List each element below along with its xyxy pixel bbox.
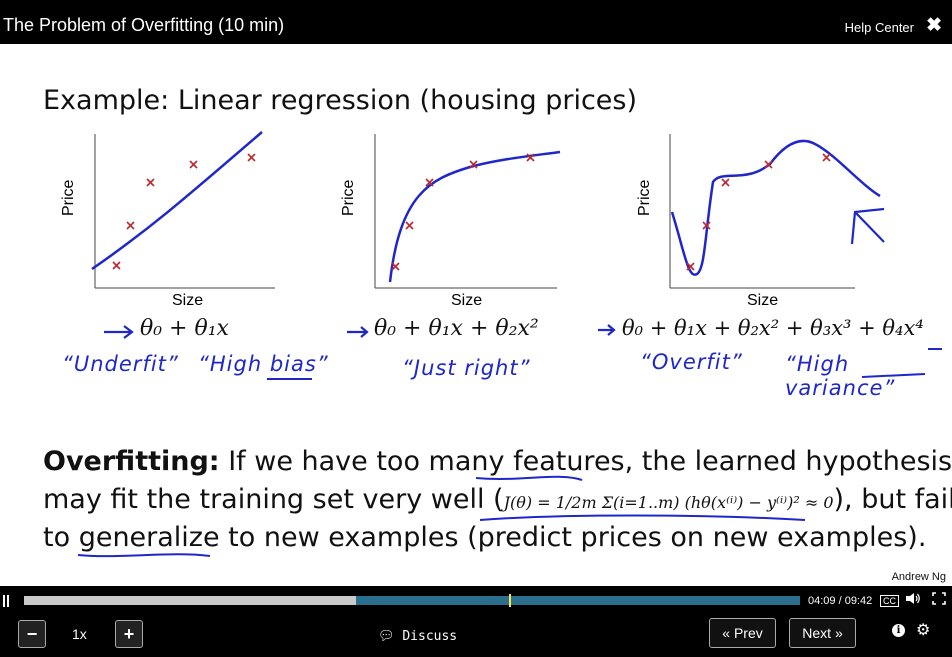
close-icon[interactable]: ✖ (926, 15, 942, 36)
x-axis-label: Size (747, 292, 779, 309)
annotation-high-variance: “High variance” (785, 352, 896, 400)
time-display: 04:09 / 09:42 (808, 595, 873, 607)
fit-curve (91, 131, 263, 271)
arrow-annotation (850, 207, 885, 245)
fit-curve (388, 150, 561, 283)
discuss-button[interactable]: 💬︎ Discuss (378, 629, 457, 644)
annotation-high-bias: “High bias” (198, 352, 329, 376)
window-title: The Problem of Overfitting (10 min) (3, 15, 285, 35)
annotation-underfit: “Underfit” (62, 352, 179, 376)
hypothesis-1: θ₀ + θ₁x (140, 316, 229, 341)
y-axis-label: Price (60, 179, 77, 216)
discuss-label: Discuss (402, 629, 458, 644)
underline (479, 514, 806, 521)
next-button[interactable]: Next » (789, 618, 856, 648)
overfitting-term: Overfitting: (43, 446, 220, 477)
progress-bar[interactable] (24, 594, 800, 607)
video-controls: 04:09 / 09:42 CC − 1x + 💬︎ Discuss « Pre… (0, 586, 952, 657)
plots-figure (77, 131, 942, 558)
overfitting-line-1: Overfitting: If we have too many feature… (43, 446, 952, 477)
info-icon[interactable]: i (892, 624, 905, 637)
underline (475, 475, 583, 481)
speed-increase-button[interactable]: + (115, 620, 143, 648)
overfitting-line-2: may fit the training set very well (J(θ)… (43, 484, 952, 515)
annotation-overfit: “Overfit” (640, 350, 743, 374)
data-points (686, 153, 831, 271)
underline (861, 373, 926, 378)
underline (77, 553, 211, 558)
hypothesis-2: θ₀ + θ₁x + θ₂x² (374, 316, 539, 341)
progress-marker (509, 594, 511, 607)
lecture-slide: Example: Linear regression (housing pric… (0, 44, 952, 586)
speed-decrease-button[interactable]: − (18, 620, 46, 648)
slide-title: Example: Linear regression (housing pric… (43, 85, 638, 116)
body-text: may fit the training set very well ( (43, 484, 504, 515)
plot-overfit (669, 134, 885, 289)
annotation-just-right: “Just right” (402, 356, 531, 380)
overfitting-line-3: to generalize to new examples (predict p… (43, 522, 927, 553)
cc-icon[interactable]: CC (880, 595, 899, 607)
hypothesis-3: θ₀ + θ₁x + θ₂x² + θ₃x³ + θ₄x⁴ (622, 316, 924, 340)
fullscreen-icon[interactable] (932, 592, 946, 608)
volume-icon[interactable] (905, 592, 921, 608)
author-credit: Andrew Ng (891, 571, 946, 583)
body-text: ), but fail (833, 484, 952, 515)
arrow-icon (347, 326, 369, 338)
body-text: If we have too many features, the learne… (219, 446, 952, 477)
arrow-icon (598, 324, 616, 336)
x-axis-label: Size (172, 292, 204, 309)
chat-icon: 💬︎ (378, 629, 395, 644)
plot-underfit (91, 131, 275, 289)
help-center-link[interactable]: Help Center (844, 20, 914, 35)
pause-icon[interactable] (3, 594, 11, 607)
plot-just-right (374, 134, 561, 289)
arrow-icon (104, 325, 134, 339)
fit-curve (670, 139, 881, 276)
title-bar: The Problem of Overfitting (10 min) Help… (0, 0, 952, 44)
cost-equation: J(θ) = 1/2m Σ(i=1..m) (hθ(x⁽ⁱ⁾) − y⁽ⁱ⁾)²… (503, 493, 834, 512)
y-axis-label: Price (340, 179, 357, 216)
progress-played (24, 596, 357, 605)
settings-gear-icon[interactable]: ⚙ (916, 622, 931, 639)
y-axis-label: Price (636, 179, 653, 216)
x-axis-label: Size (451, 292, 483, 309)
data-points (112, 153, 256, 270)
speed-value: 1x (72, 626, 87, 642)
data-points (391, 153, 535, 271)
prev-button[interactable]: « Prev (709, 618, 776, 648)
